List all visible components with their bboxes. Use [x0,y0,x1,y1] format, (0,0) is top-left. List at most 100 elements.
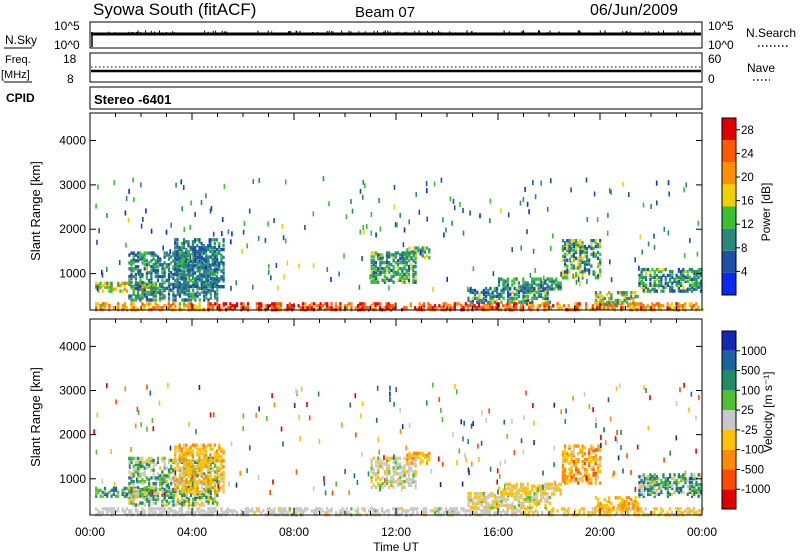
scatter-point [169,249,171,255]
scatter-cell [544,294,547,298]
scatter-point [575,279,578,285]
scatter-cell [561,479,564,483]
scatter-cell [415,254,418,258]
scatter-cell [523,511,526,515]
scatter-point [95,203,97,209]
scatter-cell [572,479,575,483]
scatter-cell [608,300,611,305]
scatter-cell [176,269,179,273]
scatter-cell [218,304,221,308]
scatter-cell [376,302,379,306]
scatter-cell [185,464,188,469]
scatter-cell [154,482,157,486]
scatter-cell [132,251,135,255]
scatter-cell [218,480,221,484]
scatter-point [401,424,404,430]
scatter-cell [466,509,470,513]
scatter-cell [691,279,694,284]
scatter-cell [326,306,329,310]
scatter-point [106,213,108,219]
scatter-cell [401,268,404,273]
scatter-cell [172,292,175,296]
scatter-cell [110,494,113,498]
scatter-cell [137,503,140,507]
scatter-cell [649,484,652,489]
scatter-cell [693,287,696,291]
scatter-cell [644,275,648,280]
scatter-cell [211,238,214,242]
scatter-cell [198,466,201,471]
scatter-cell [436,509,439,513]
scatter-cell [566,272,569,276]
scatter-cell [669,285,672,289]
scatter-cell [145,489,148,494]
scatter-cell [458,302,461,306]
scatter-cell [196,474,199,478]
scatter-cell [132,497,135,501]
scatter-cell [399,466,402,470]
scatter-cell [202,263,205,267]
scatter-cell [101,511,104,515]
scatter-cell [182,240,186,244]
scatter-point [592,251,595,257]
scatter-cell [191,466,194,471]
scatter-cell [374,274,378,279]
scatter-cell [196,244,199,248]
scatter-cell [653,477,656,481]
scatter-cell [154,497,157,501]
scatter-cell [227,306,230,310]
scatter-cell [130,493,133,497]
scatter-cell [200,447,203,451]
scatter-cell [233,304,236,308]
scatter-cell [185,451,188,455]
scatter-cell [204,453,208,457]
scatter-cell [622,306,625,310]
scatter-cell [513,306,516,310]
scatter-cell [198,255,201,260]
scatter-cell [271,302,274,306]
scatter-cell [167,298,171,302]
scatter-cell [647,492,650,496]
scatter-cell [502,509,505,513]
scatter-cell [176,244,179,248]
scatter-cell [653,287,656,291]
scatter-cell [399,261,402,265]
scatter-cell [671,269,674,274]
scatter-cell [187,253,190,258]
scatter-cell [207,288,210,292]
scatter-cell [354,306,357,310]
scatter-cell [634,503,637,508]
scatter-cell [410,466,413,470]
scatter-cell [211,511,214,515]
scatter-cell [425,511,428,515]
scatter-cell [191,486,194,490]
scatter-cell [642,267,645,272]
scatter-cell [163,294,166,298]
scatter-cell [518,290,521,295]
scatter-cell [132,503,135,507]
scatter-cell [412,477,415,482]
scatter-cell [406,256,409,260]
scatter-cell [622,509,625,513]
scatter-cell [412,451,415,456]
scatter-cell [202,265,205,269]
scatter-cell [412,252,415,256]
scatter-cell [112,306,115,310]
scatter-cell [319,507,322,511]
scatter-cell [596,465,600,470]
scatter-cell [220,466,223,471]
scatter-cell [602,306,605,310]
scatter-cell [536,304,539,308]
scatter-cell [476,505,479,509]
scatter-cell [203,493,206,497]
nsearch-label: N.Search [746,26,796,40]
scatter-cell [498,283,501,287]
scatter-cell [174,493,177,497]
scatter-cell [185,458,188,463]
scatter-cell [209,457,212,461]
scatter-cell [172,480,175,484]
scatter-cell [150,493,153,497]
scatter-cell [198,251,201,256]
scatter-cell [583,250,586,255]
scatter-cell [493,511,496,515]
